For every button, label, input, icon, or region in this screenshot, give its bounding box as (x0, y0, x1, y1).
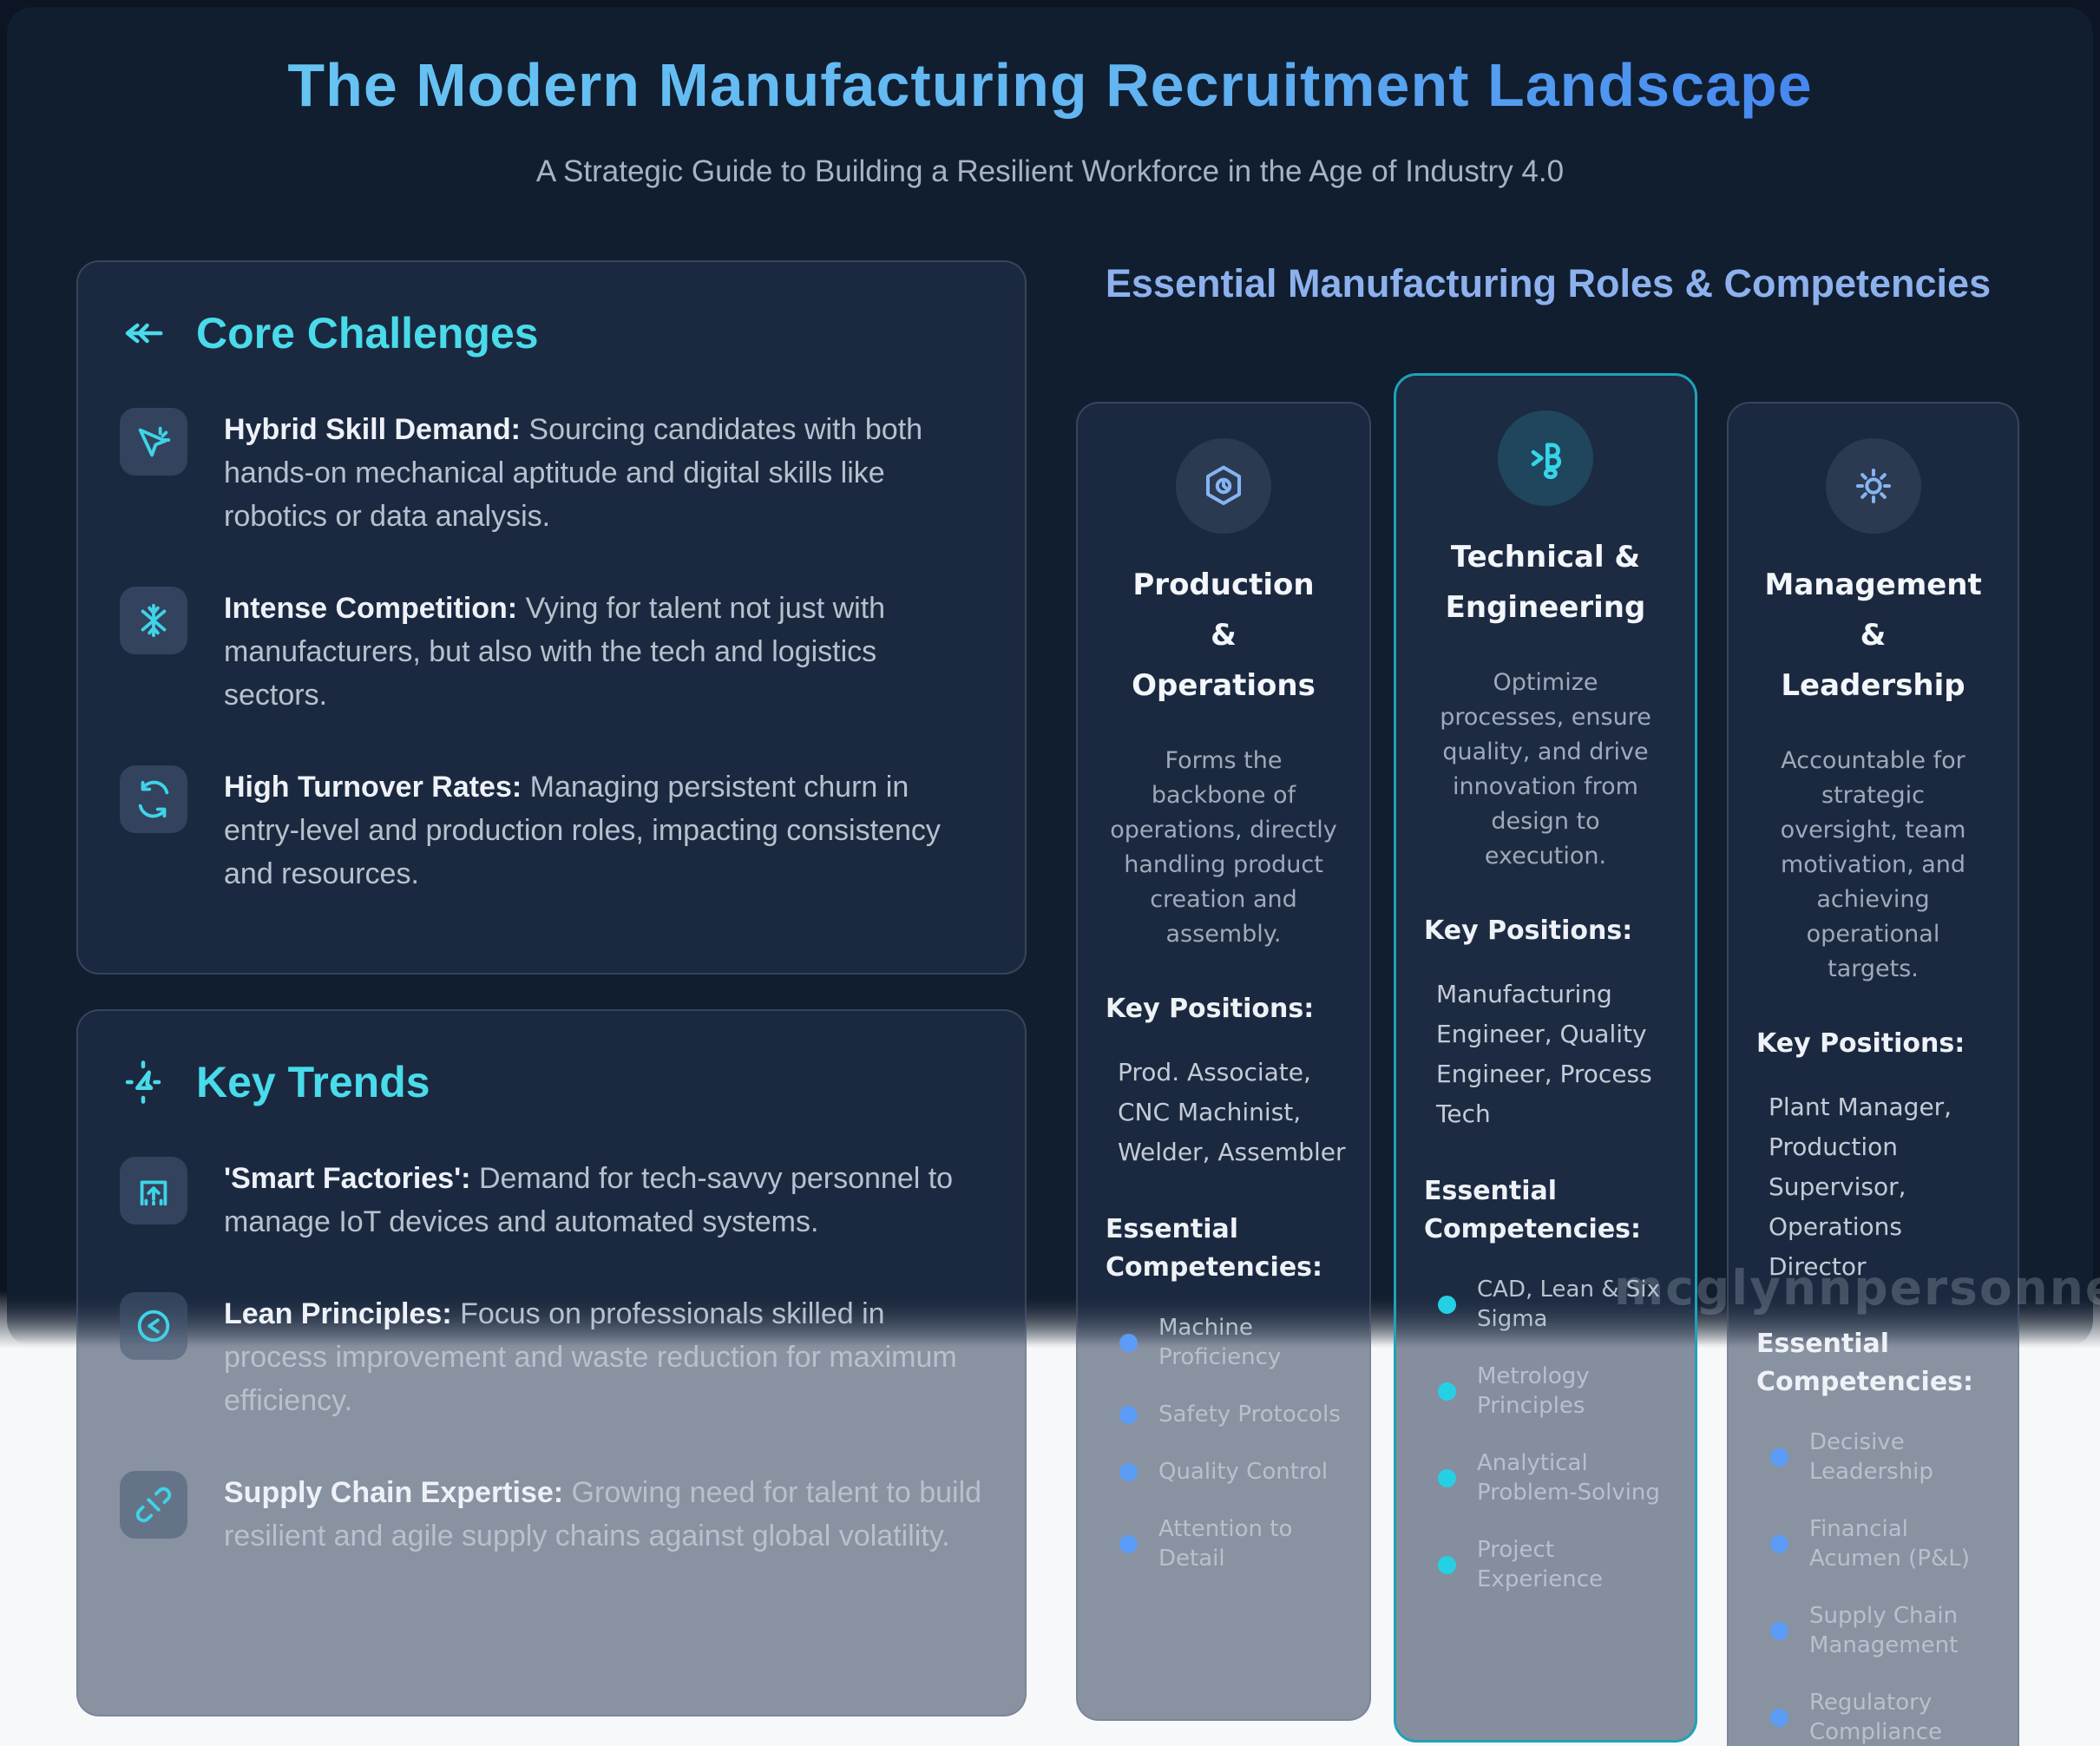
key-positions-label: Key Positions: (1424, 916, 1633, 946)
bullet-dot-icon (1770, 1708, 1788, 1727)
roles-section-heading: Essential Manufacturing Roles & Competen… (1105, 261, 1992, 305)
role-card-management-leadership: Management & Leadership Accountable for … (1727, 402, 2019, 1746)
essential-competencies-label: Essential Competencies: (1756, 1329, 1974, 1397)
chain-link-icon (120, 1471, 187, 1539)
trend-item: Lean Principles: Focus on professionals … (120, 1292, 983, 1422)
challenge-item-text: Intense Competition: Vying for talent no… (224, 592, 886, 712)
bullet-dot-icon (1119, 1405, 1138, 1424)
dart-arrow-icon (120, 310, 167, 357)
factory-upload-icon (120, 1157, 187, 1224)
bullet-dot-icon (1438, 1468, 1456, 1487)
role-title: Production & Operations (1132, 568, 1316, 703)
role-description: Accountable for strategic oversight, tea… (1780, 747, 1966, 982)
bullet-dot-icon (1119, 1333, 1138, 1352)
bullet-dot-icon (1119, 1534, 1138, 1553)
key-trends-card: Key Trends 'Smart Factories': Demand for… (76, 1009, 1027, 1716)
competency-item: Decisive Leadership (1770, 1428, 1993, 1487)
competency-list: Decisive Leadership Financial Acumen (P&… (1753, 1428, 1993, 1746)
competency-list: Machine Proficiency Safety Protocols Qua… (1102, 1313, 1345, 1573)
bullet-dot-icon (1770, 1621, 1788, 1640)
challenge-item: Intense Competition: Vying for talent no… (120, 587, 983, 717)
key-trends-heading: Key Trends (120, 1056, 983, 1108)
challenge-item: High Turnover Rates: Managing persistent… (120, 765, 983, 896)
competency-item: Regulatory Compliance (1770, 1688, 1993, 1746)
key-positions-label: Key Positions: (1756, 1028, 1965, 1059)
essential-competencies-label: Essential Competencies: (1106, 1214, 1323, 1283)
core-challenges-heading: Core Challenges (120, 307, 983, 359)
competency-item: Supply Chain Management (1770, 1601, 1993, 1660)
key-trends-heading-label: Key Trends (196, 1058, 430, 1106)
bullet-dot-icon (1438, 1555, 1456, 1574)
rotate-left-icon (120, 1292, 187, 1360)
role-positions: Prod. Associate, CNC Machinist, Welder, … (1118, 1058, 1346, 1166)
sun-rays-icon (1825, 438, 1921, 534)
role-title: Technical & Engineering (1445, 540, 1646, 625)
competency-item: Metrology Principles (1438, 1362, 1666, 1421)
hexagon-gear-icon (1176, 438, 1271, 534)
watermark: mcglynnpersonnel.com (1614, 1260, 2100, 1316)
competency-item: Quality Control (1119, 1457, 1345, 1487)
core-challenges-card: Core Challenges Hybrid Skill Demand: Sou… (76, 260, 1027, 975)
competency-item: Machine Proficiency (1119, 1313, 1345, 1372)
trend-item-text: Supply Chain Expertise: Growing need for… (224, 1476, 982, 1552)
page-title: The Modern Manufacturing Recruitment Lan… (0, 50, 2100, 120)
core-challenges-heading-label: Core Challenges (196, 309, 539, 358)
competency-item: Project Experience (1438, 1535, 1666, 1594)
trend-item-text: 'Smart Factories': Demand for tech-savvy… (224, 1162, 954, 1238)
role-positions: Manufacturing Engineer, Quality Engineer… (1436, 980, 1652, 1128)
trend-item: Supply Chain Expertise: Growing need for… (120, 1471, 983, 1558)
bullet-dot-icon (1438, 1382, 1456, 1401)
essential-competencies-label: Essential Competencies: (1424, 1176, 1642, 1244)
page-subtitle: A Strategic Guide to Building a Resilien… (535, 154, 1565, 188)
waypoint-route-icon (120, 1059, 167, 1106)
role-title: Management & Leadership (1764, 568, 1982, 703)
bullet-dot-icon (1119, 1462, 1138, 1481)
challenge-item-text: High Turnover Rates: Managing persistent… (224, 771, 941, 890)
trend-item: 'Smart Factories': Demand for tech-savvy… (120, 1157, 983, 1244)
key-positions-label: Key Positions: (1106, 994, 1315, 1024)
role-card-technical-engineering: Technical & Engineering Optimize process… (1394, 373, 1697, 1743)
challenge-item-text: Hybrid Skill Demand: Sourcing candidates… (224, 413, 923, 533)
competency-item: Attention to Detail (1119, 1514, 1345, 1573)
trend-item-text: Lean Principles: Focus on professionals … (224, 1297, 957, 1417)
competency-item: Analytical Problem-Solving (1438, 1448, 1666, 1507)
wrench-route-icon (1498, 410, 1593, 506)
role-card-production-operations: Production & Operations Forms the backbo… (1076, 402, 1371, 1721)
competency-item: CAD, Lean & Six Sigma (1438, 1275, 1666, 1334)
burst-icon (120, 587, 187, 654)
bullet-dot-icon (1770, 1534, 1788, 1553)
bullet-dot-icon (1770, 1447, 1788, 1467)
role-positions: Plant Manager, Production Supervisor, Op… (1769, 1093, 1952, 1281)
competency-item: Safety Protocols (1119, 1400, 1345, 1429)
bullet-dot-icon (1438, 1295, 1456, 1314)
competency-item: Financial Acumen (P&L) (1770, 1514, 1993, 1573)
refresh-icon (120, 765, 187, 833)
competency-list: CAD, Lean & Six Sigma Metrology Principl… (1421, 1275, 1666, 1594)
challenge-item: Hybrid Skill Demand: Sourcing candidates… (120, 408, 983, 538)
role-description: Forms the backbone of operations, direct… (1110, 747, 1337, 948)
role-description: Optimize processes, ensure quality, and … (1440, 669, 1651, 870)
cursor-spark-icon (120, 408, 187, 476)
